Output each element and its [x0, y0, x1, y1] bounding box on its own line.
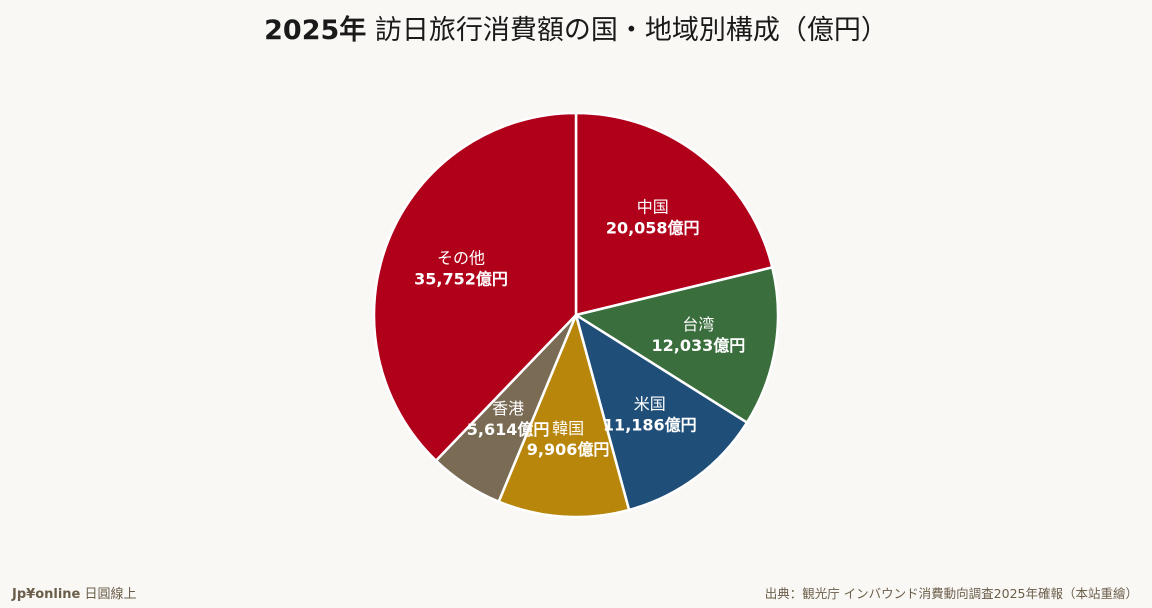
slice-value-label: 11,186億円: [603, 416, 697, 435]
slice-category-label: 中国: [637, 198, 669, 217]
brand-logo: Jp¥online 日圓線上: [12, 583, 137, 602]
pie-slice-1: [574, 111, 774, 317]
slice-value-label: 12,033億円: [652, 336, 746, 355]
slice-category-label: 韓国: [552, 419, 584, 438]
pie-slice-6: [372, 111, 578, 462]
slice-value-label: 20,058億円: [606, 219, 700, 238]
slice-value-label: 35,752億円: [414, 270, 508, 289]
source-note: 出典：観光庁 インバウンド消費動向調査2025年確報（本站重繪）: [764, 586, 1138, 601]
chart-title-text: 訪日旅行消費額の国・地域別構成（億円）: [366, 15, 888, 46]
slice-category-label: その他: [437, 249, 485, 268]
pie-slice-2: [574, 266, 780, 424]
slice-value-label: 9,906億円: [527, 440, 610, 459]
pie-slice-3: [574, 313, 749, 512]
slice-category-label: 台湾: [682, 315, 714, 334]
pie-slice-4: [497, 313, 631, 519]
slice-value-label: 5,614億円: [467, 420, 550, 439]
chart-title-year: 2025年: [264, 15, 367, 46]
brand-subtitle: 日圓線上: [80, 587, 137, 602]
chart-title: 2025年 訪日旅行消費額の国・地域別構成（億円）: [0, 8, 1152, 47]
slice-category-label: 香港: [492, 399, 524, 418]
slice-category-label: 米国: [634, 395, 666, 414]
brand-name: Jp¥online: [12, 587, 81, 602]
